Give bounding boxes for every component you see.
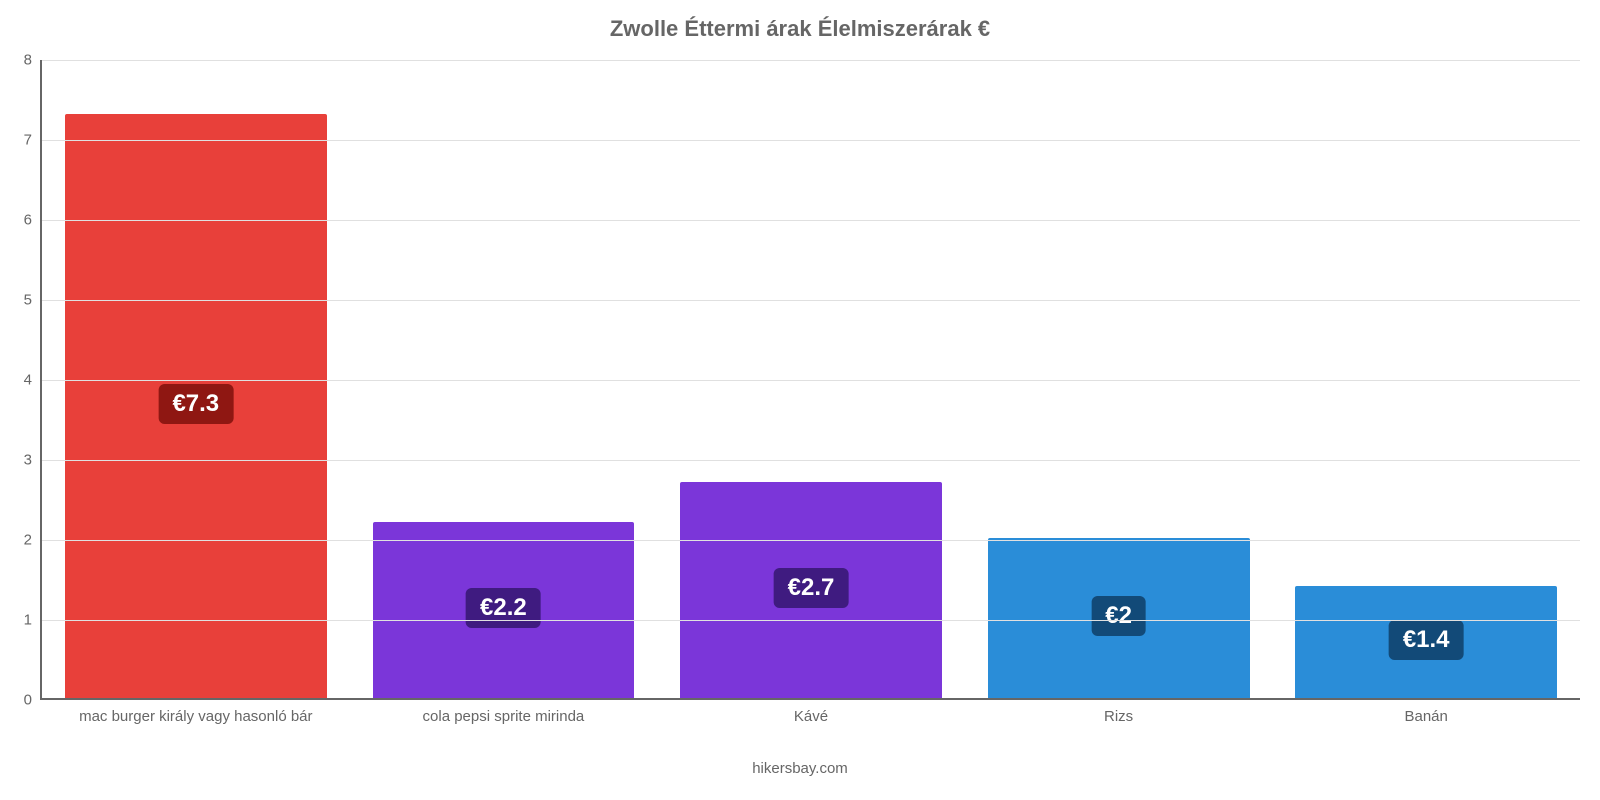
y-tick-label: 0 [24,692,42,709]
bar-slot: €1.4Banán [1272,60,1580,698]
value-badge: €2.2 [466,588,541,628]
grid-line [42,140,1580,141]
grid-line [42,620,1580,621]
y-tick-label: 6 [24,212,42,229]
grid-line [42,60,1580,61]
y-tick-label: 2 [24,532,42,549]
plot-area: €7.3mac burger király vagy hasonló bár€2… [40,60,1580,700]
chart-container: Zwolle Éttermi árak Élelmiszerárak € €7.… [0,0,1600,800]
grid-line [42,220,1580,221]
x-tick-label: cola pepsi sprite mirinda [423,698,585,725]
y-tick-label: 8 [24,52,42,69]
y-tick-label: 1 [24,612,42,629]
bar-slot: €2.7Kávé [657,60,965,698]
grid-line [42,540,1580,541]
bar-slot: €7.3mac burger király vagy hasonló bár [42,60,350,698]
value-badge: €1.4 [1389,620,1464,660]
value-badge: €7.3 [158,384,233,424]
bar-slot: €2Rizs [965,60,1273,698]
y-tick-label: 7 [24,132,42,149]
chart-footer: hikersbay.com [0,760,1600,777]
x-tick-label: Banán [1404,698,1447,725]
bars-layer: €7.3mac burger király vagy hasonló bár€2… [42,60,1580,698]
value-badge: €2 [1091,596,1146,636]
grid-line [42,380,1580,381]
grid-line [42,300,1580,301]
chart-title: Zwolle Éttermi árak Élelmiszerárak € [0,16,1600,42]
x-tick-label: Kávé [794,698,828,725]
x-tick-label: Rizs [1104,698,1133,725]
y-tick-label: 4 [24,372,42,389]
value-badge: €2.7 [774,568,849,608]
y-tick-label: 3 [24,452,42,469]
x-tick-label: mac burger király vagy hasonló bár [79,698,312,725]
bar-slot: €2.2cola pepsi sprite mirinda [350,60,658,698]
grid-line [42,460,1580,461]
y-tick-label: 5 [24,292,42,309]
